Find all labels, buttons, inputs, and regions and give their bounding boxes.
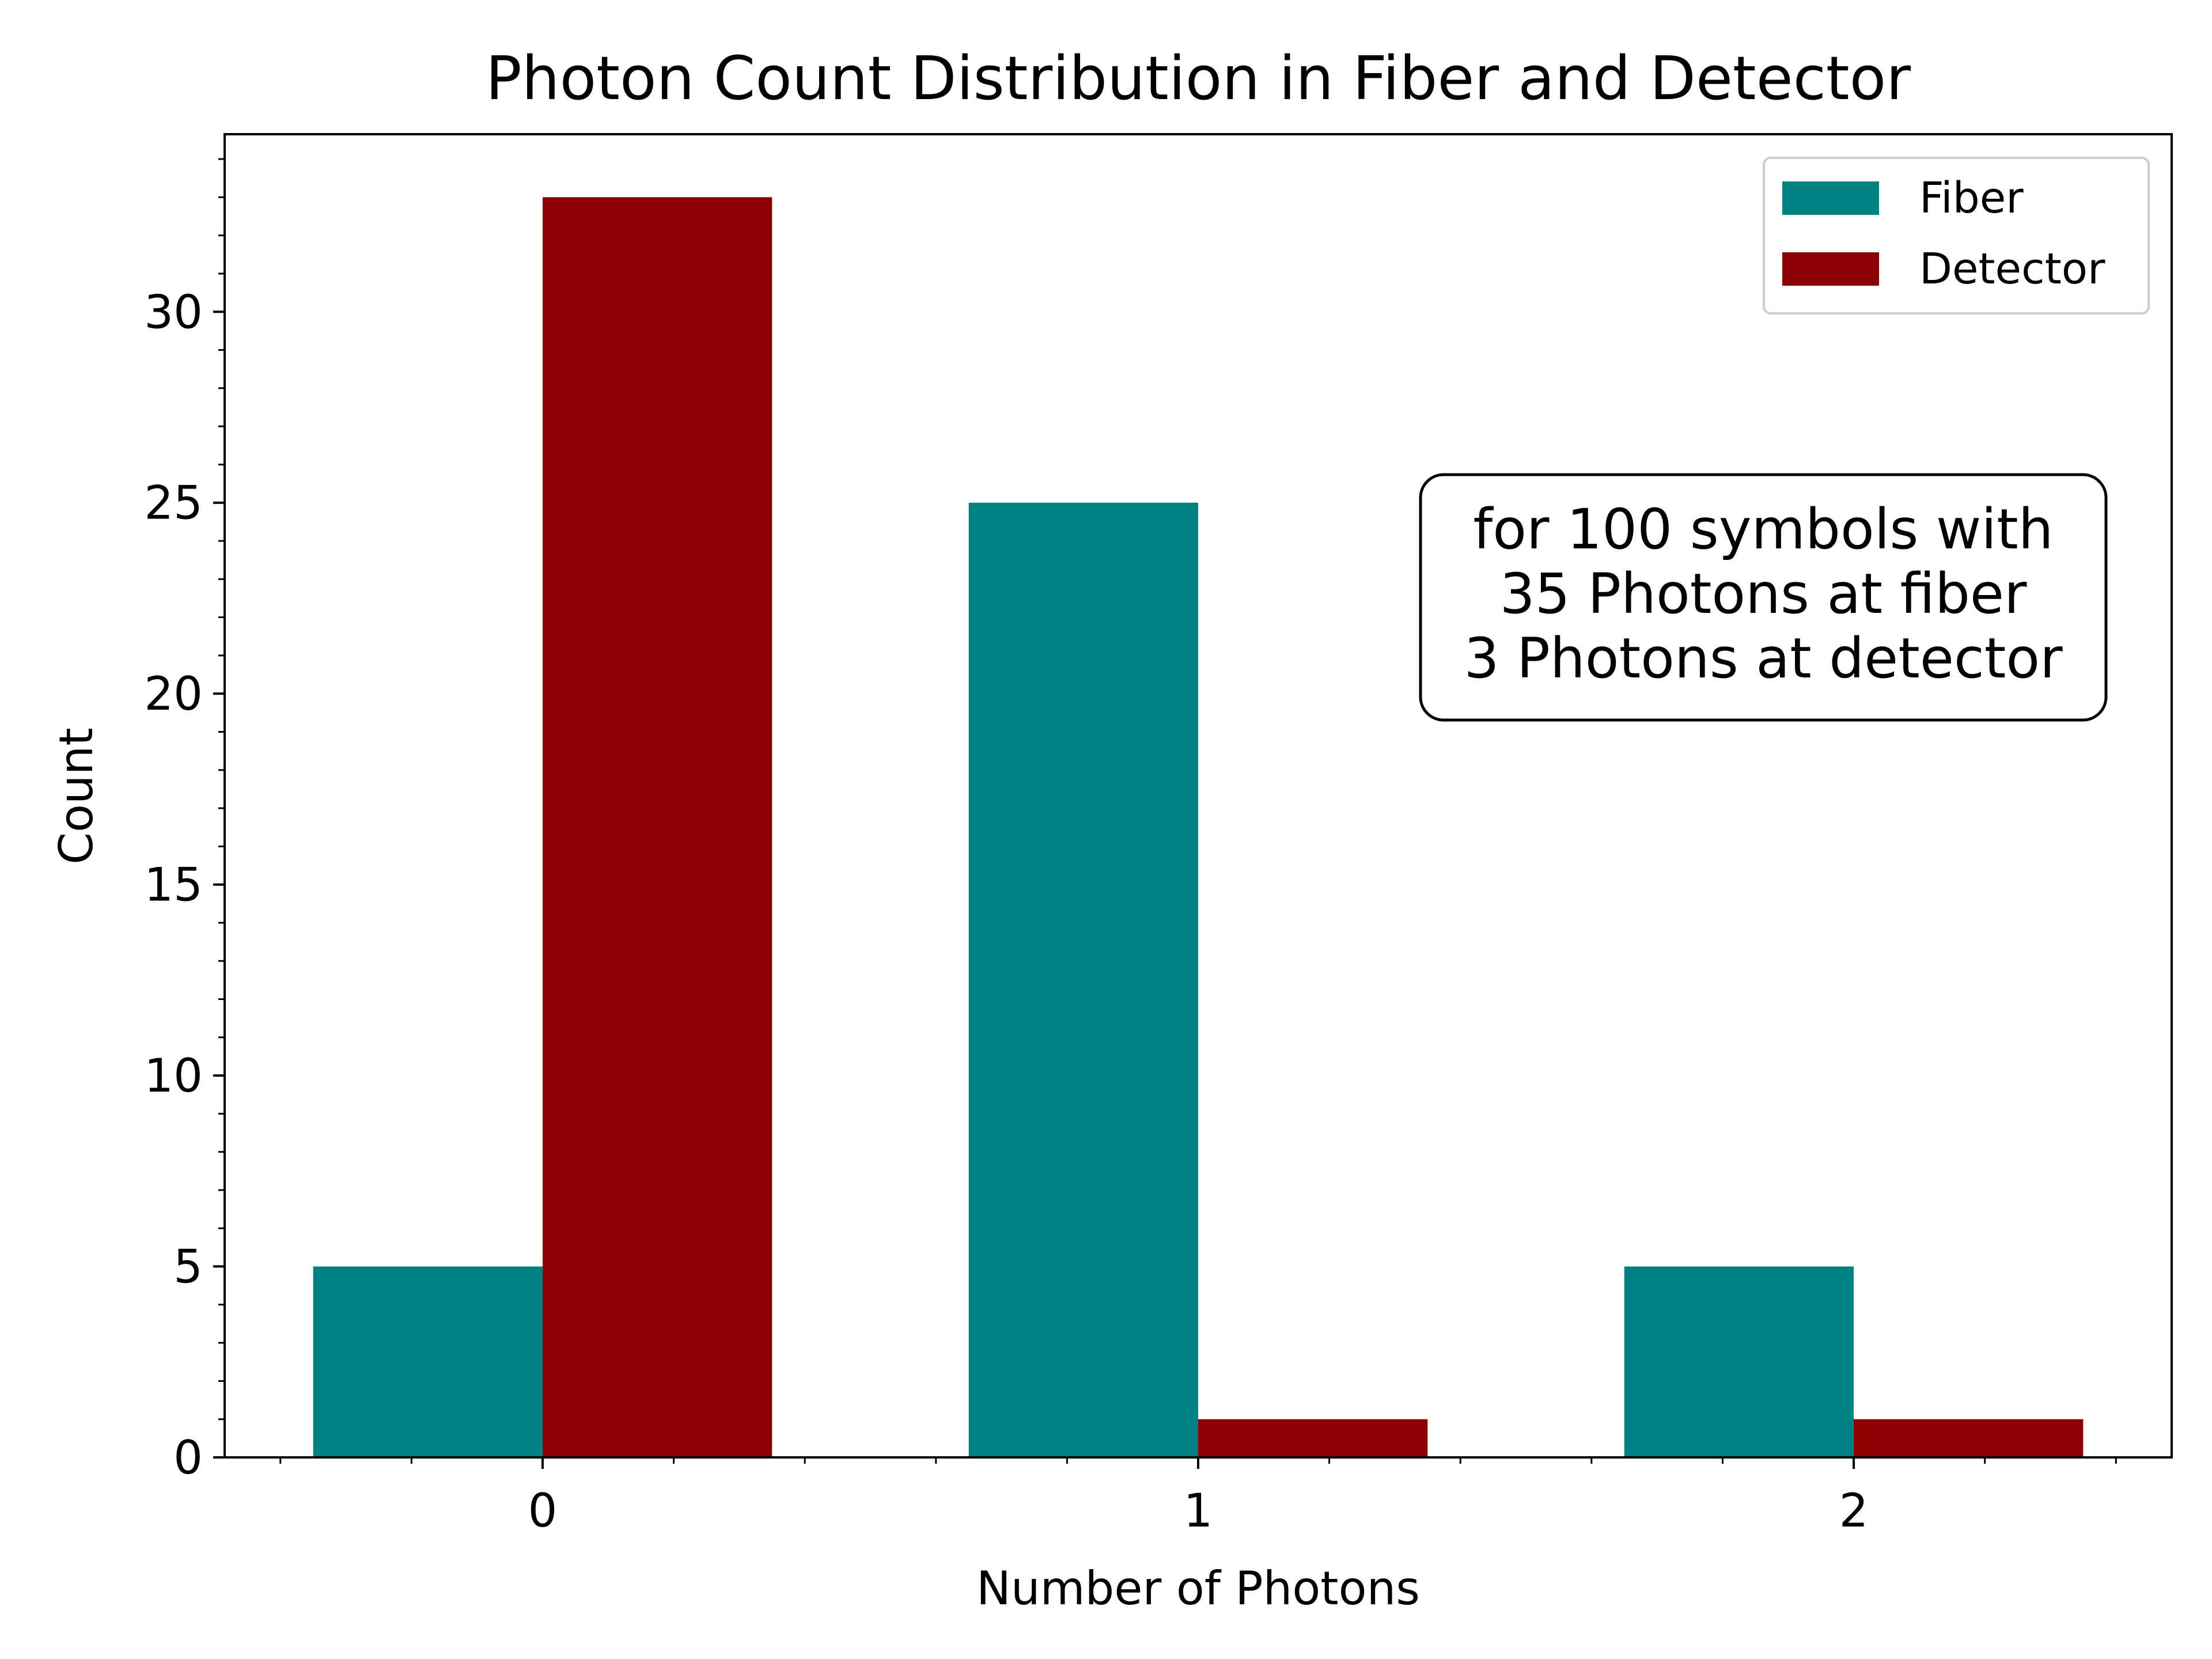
annotation-line: 35 Photons at fiber [1500,562,2027,626]
y-tick-label: 20 [144,667,203,721]
legend-label-detector: Detector [1919,244,2105,294]
legend-swatch-fiber [1782,181,1879,215]
bar-fiber-1 [968,502,1198,1457]
annotation-frame [1419,473,2108,722]
y-tick-label: 10 [144,1049,203,1103]
y-tick-label: 0 [173,1431,203,1484]
legend-label-fiber: Fiber [1919,173,2024,223]
y-tick-label: 15 [144,858,203,912]
plot-frame [224,133,2173,1459]
x-axis-label: Number of Photons [976,1562,1420,1615]
ticks-layer: 0 5 10 15 20 25 30 0 1 2 [144,158,2117,1537]
y-tick-label: 25 [144,476,203,530]
annotation-line: 3 Photons at detector [1464,626,2063,691]
legend: Fiber Detector [1763,157,2150,315]
y-tick-label: 30 [144,285,203,339]
x-tick-label: 1 [1184,1484,1213,1537]
annotation-line: for 100 symbols with [1473,497,2053,562]
bar-fiber-2 [1624,1266,1854,1457]
chart-title: Photon Count Distribution in Fiber and D… [486,43,1911,113]
bars-layer [313,197,2084,1458]
x-tick-label: 2 [1839,1484,1869,1537]
x-tick-label: 0 [528,1484,557,1537]
bar-fiber-0 [313,1266,543,1457]
bar-detector-1 [1198,1419,1428,1457]
bar-detector-0 [542,197,772,1458]
bar-detector-2 [1854,1419,2084,1457]
y-axis-label: Count [50,728,103,865]
legend-swatch-detector [1782,252,1879,286]
y-tick-label: 5 [173,1240,203,1294]
